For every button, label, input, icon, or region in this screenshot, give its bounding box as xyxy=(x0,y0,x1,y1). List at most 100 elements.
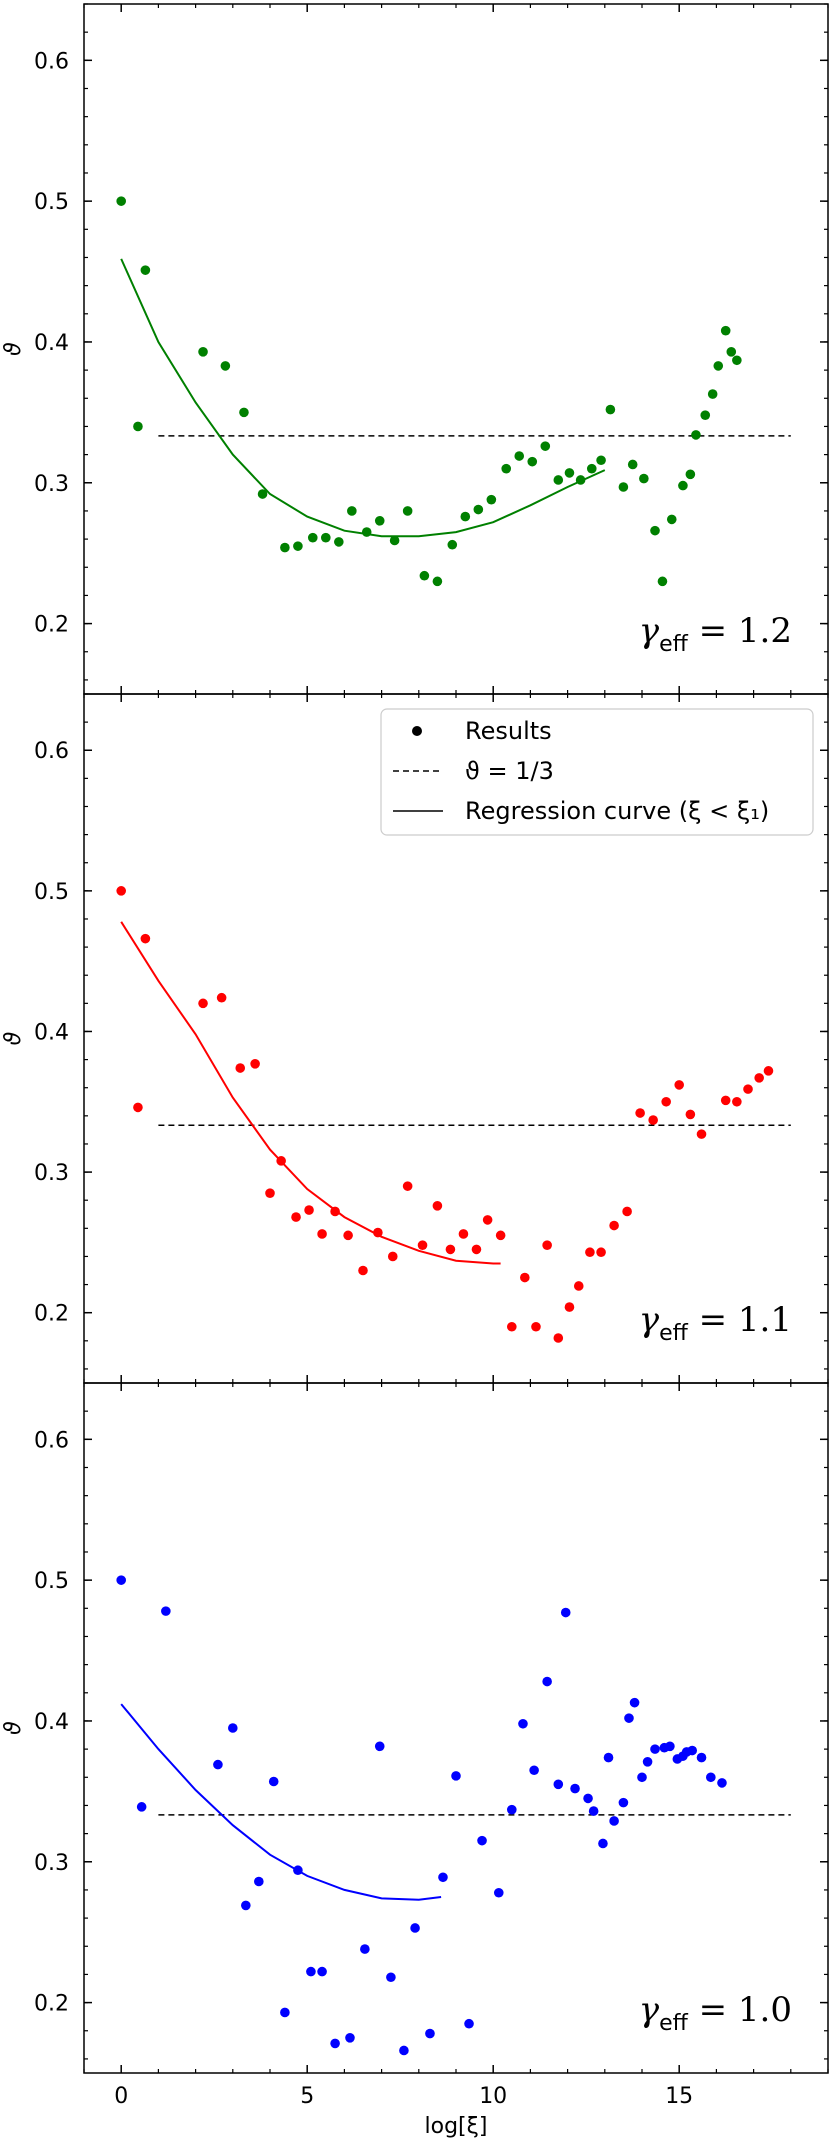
result-point xyxy=(622,1206,632,1217)
result-point xyxy=(228,1723,238,1733)
result-point xyxy=(570,1783,580,1794)
gamma-symbol: γ xyxy=(639,611,660,651)
result-point xyxy=(213,1759,223,1770)
result-point xyxy=(198,998,208,1009)
result-point xyxy=(553,1779,564,1790)
legend-marker xyxy=(412,726,422,736)
result-point xyxy=(374,515,385,526)
result-point xyxy=(133,421,143,432)
result-point xyxy=(464,2018,474,2029)
result-point xyxy=(445,1244,456,1255)
result-point xyxy=(216,992,227,1003)
result-point xyxy=(265,1188,275,1198)
result-point xyxy=(696,1129,707,1139)
y-axis-label: ϑ xyxy=(1,1721,26,1735)
result-point xyxy=(321,532,331,543)
result-point xyxy=(399,2045,409,2056)
result-point xyxy=(573,1281,584,1291)
result-point xyxy=(529,1765,539,1776)
result-point xyxy=(334,537,344,547)
result-point xyxy=(250,1059,260,1069)
y-tick-label: 0.2 xyxy=(34,1302,69,1327)
y-tick-label: 0.5 xyxy=(34,1569,69,1594)
result-point xyxy=(307,532,318,543)
result-point xyxy=(650,525,660,536)
x-tick-label: 0 xyxy=(114,2084,128,2109)
result-point xyxy=(451,1771,461,1781)
result-point xyxy=(650,1744,660,1754)
gamma-subscript: eff xyxy=(659,632,689,657)
y-tick-label: 0.6 xyxy=(34,1428,69,1453)
result-point xyxy=(389,535,400,546)
axes-frame xyxy=(83,1382,829,2074)
x-tick-label: 15 xyxy=(665,2084,693,2109)
result-point xyxy=(674,1080,684,1090)
result-point xyxy=(635,1108,645,1118)
result-point xyxy=(495,1230,506,1241)
result-point xyxy=(358,1265,368,1276)
result-point xyxy=(276,1156,286,1166)
result-point xyxy=(486,494,497,505)
result-point xyxy=(685,1109,696,1120)
result-point xyxy=(665,1741,675,1752)
result-point xyxy=(596,1247,606,1258)
result-point xyxy=(618,482,629,492)
result-point xyxy=(220,361,231,371)
result-point xyxy=(540,441,551,451)
result-point xyxy=(542,1240,552,1250)
result-point xyxy=(507,1321,517,1332)
result-point xyxy=(373,1227,383,1238)
result-point xyxy=(493,1887,504,1898)
result-point xyxy=(624,1713,634,1723)
result-point xyxy=(637,1772,647,1783)
gamma-subscript: eff xyxy=(659,2011,689,2036)
result-point xyxy=(361,527,372,537)
y-tick-label: 0.3 xyxy=(34,1161,69,1186)
y-tick-label: 0.4 xyxy=(34,1710,69,1735)
result-point xyxy=(687,1745,698,1756)
chart-panel-middle: 0.2 0.3 0.4 0.5 0.6 ϑ γeff = 1.1 Results ϑ = 1/3… xyxy=(1,693,829,1384)
result-point xyxy=(293,1865,303,1876)
result-point xyxy=(618,1797,629,1808)
result-point xyxy=(198,347,208,357)
chart-panel-bottom: 0.2 0.3 0.4 0.5 0.6 ϑ γeff = 1.0 0 5 10 15 log[ξ] xyxy=(1,1382,829,2139)
result-point xyxy=(585,1247,595,1258)
result-point xyxy=(642,1756,653,1767)
result-point xyxy=(417,1240,428,1250)
chart-panel-top: 0.2 0.3 0.4 0.5 0.6 ϑ γeff = 1.2 xyxy=(1,3,829,695)
y-tick-label: 0.6 xyxy=(34,49,69,74)
result-point xyxy=(501,463,512,474)
result-point xyxy=(707,389,718,399)
gamma-symbol: γ xyxy=(639,1300,660,1340)
result-point xyxy=(402,506,413,516)
result-point xyxy=(648,1115,658,1125)
result-point xyxy=(657,576,668,587)
result-point xyxy=(239,407,249,418)
result-point xyxy=(458,1229,469,1239)
result-point xyxy=(732,1096,742,1107)
gamma-symbol: γ xyxy=(639,1990,660,2030)
result-point xyxy=(627,459,638,470)
result-point xyxy=(507,1804,517,1815)
result-point xyxy=(629,1697,640,1708)
result-point xyxy=(360,1944,370,1954)
result-point xyxy=(726,347,737,357)
result-point xyxy=(678,480,688,491)
result-point xyxy=(482,1215,493,1225)
gamma-value: = 1.1 xyxy=(688,1300,792,1340)
result-point xyxy=(432,576,443,587)
result-point xyxy=(345,2032,355,2043)
y-tick-label: 0.5 xyxy=(34,190,69,215)
result-point xyxy=(317,1229,327,1239)
result-point xyxy=(136,1802,147,1812)
result-point xyxy=(605,404,616,415)
y-tick-label: 0.4 xyxy=(34,331,69,356)
result-point xyxy=(304,1205,314,1215)
result-point xyxy=(685,469,696,480)
y-tick-label: 0.3 xyxy=(34,1851,69,1876)
result-point xyxy=(133,1102,143,1113)
result-point xyxy=(235,1063,246,1073)
result-point xyxy=(140,933,151,944)
result-point xyxy=(419,570,430,581)
result-point xyxy=(330,2038,340,2049)
